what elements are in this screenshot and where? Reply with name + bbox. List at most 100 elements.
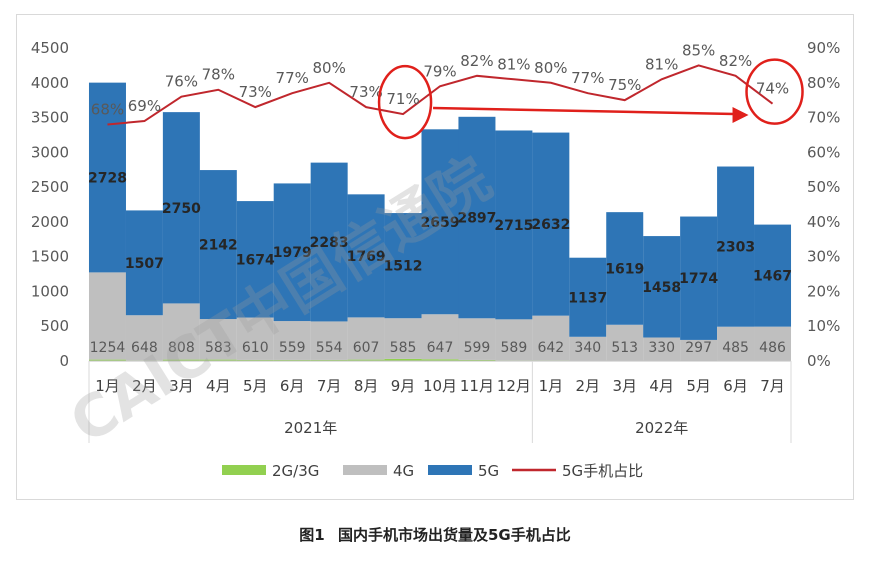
- label-4g-2: 808: [168, 340, 195, 356]
- highlight-arrow-shaft: [433, 106, 735, 116]
- bar-4g-4: [236, 317, 274, 360]
- label-4g-3: 583: [205, 340, 232, 356]
- bar-2g3g-8: [384, 358, 422, 361]
- bar-2g3g-9: [421, 359, 459, 361]
- legend-swatch-0: [222, 465, 266, 475]
- bar-5g-12: [532, 132, 570, 316]
- label-4g-14: 513: [611, 340, 638, 356]
- bar-5g-17: [717, 166, 755, 327]
- y-right-tick-6: 60%: [807, 143, 840, 161]
- y-left-tick-4: 2000: [31, 213, 69, 231]
- bar-4g-12: [532, 315, 570, 361]
- label-5g-15: 1458: [642, 280, 681, 296]
- x-tick-15: 4月: [649, 377, 674, 395]
- bar-2g3g-6: [310, 359, 348, 361]
- bar-5g-5: [273, 183, 311, 322]
- bar-4g-14: [606, 324, 644, 361]
- bar-4g-11: [495, 319, 533, 361]
- y-left-tick-8: 4000: [31, 74, 69, 92]
- bar-2g3g-3: [199, 359, 237, 361]
- label-5g-17: 2303: [716, 240, 755, 256]
- year-label-1: 2022年: [635, 419, 688, 437]
- x-tick-16: 5月: [686, 377, 711, 395]
- label-5g-11: 2715: [494, 218, 533, 234]
- x-tick-5: 6月: [280, 377, 305, 395]
- label-4g-17: 485: [722, 340, 749, 356]
- bar-5g-2: [162, 112, 200, 304]
- label-5g-8: 1512: [384, 259, 423, 275]
- y-left-tick-5: 2500: [31, 178, 69, 196]
- bar-2g3g-2: [162, 359, 200, 361]
- year-label-0: 2021年: [284, 419, 337, 437]
- x-tick-0: 1月: [95, 377, 120, 395]
- shipment-chart: 0 500 1000 1500 2000 2500 3000 3500 4000 4500 0% 10…: [31, 39, 841, 480]
- bar-5g-18: [754, 224, 792, 327]
- label-4g-18: 486: [759, 340, 786, 356]
- y-left-tick-3: 1500: [31, 248, 69, 266]
- legend-label-3: 5G手机占比: [562, 462, 643, 480]
- share-label-3: 78%: [202, 66, 235, 84]
- x-tick-8: 9月: [391, 377, 416, 395]
- highlight-circle-2: [745, 58, 804, 125]
- bar-4g-15: [643, 337, 681, 361]
- share-label-11: 81%: [497, 55, 530, 73]
- label-5g-1: 1507: [125, 256, 164, 272]
- share-label-1: 69%: [128, 97, 161, 115]
- share-label-16: 85%: [682, 41, 715, 59]
- y-right-tick-3: 30%: [807, 248, 840, 266]
- x-tick-4: 5月: [243, 377, 268, 395]
- bar-4g-3: [199, 319, 237, 360]
- bar-5g-11: [495, 130, 533, 320]
- share-line: [107, 64, 774, 126]
- label-4g-16: 297: [685, 340, 712, 356]
- bar-5g-16: [680, 216, 718, 340]
- x-tick-14: 3月: [612, 377, 637, 395]
- bar-4g-5: [273, 321, 311, 360]
- legend-label-1: 4G: [393, 462, 414, 480]
- bar-5g-0: [88, 82, 126, 273]
- y-right-tick-8: 80%: [807, 74, 840, 92]
- highlight-arrow-head: [732, 107, 749, 123]
- share-label-13: 77%: [571, 69, 604, 87]
- share-label-10: 82%: [460, 52, 493, 70]
- share-label-17: 82%: [719, 52, 752, 70]
- label-4g-4: 610: [242, 340, 269, 356]
- label-4g-13: 340: [574, 340, 601, 356]
- y-right-tick-1: 10%: [807, 317, 840, 335]
- label-5g-13: 1137: [568, 290, 607, 306]
- share-label-9: 79%: [423, 62, 456, 80]
- share-label-2: 76%: [165, 73, 198, 91]
- bar-5g-9: [421, 129, 459, 315]
- bar-5g-1: [125, 210, 163, 316]
- bar-2g3g-0: [88, 359, 126, 361]
- label-4g-11: 589: [501, 340, 528, 356]
- label-4g-12: 642: [537, 340, 564, 356]
- bar-5g-6: [310, 162, 348, 322]
- x-tick-10: 11月: [460, 377, 494, 395]
- label-5g-2: 2750: [162, 201, 201, 217]
- x-tick-12: 1月: [539, 377, 564, 395]
- bar-2g3g-5: [273, 359, 311, 361]
- bar-5g-14: [606, 212, 644, 325]
- x-tick-18: 7月: [760, 377, 785, 395]
- bar-4g-17: [717, 326, 755, 361]
- bar-2g3g-7: [347, 359, 385, 361]
- share-label-5: 77%: [276, 69, 309, 87]
- bar-4g-9: [421, 314, 459, 360]
- bar-5g-7: [347, 194, 385, 318]
- legend-label-2: 5G: [478, 462, 499, 480]
- label-5g-14: 1619: [605, 261, 644, 277]
- x-tick-3: 4月: [206, 377, 231, 395]
- bar-4g-8: [384, 318, 422, 359]
- share-label-8: 71%: [386, 90, 419, 108]
- y-right-tick-9: 90%: [807, 39, 840, 57]
- share-label-0: 68%: [91, 101, 124, 119]
- label-5g-7: 1769: [347, 249, 386, 265]
- x-tick-2: 3月: [169, 377, 194, 395]
- share-label-12: 80%: [534, 59, 567, 77]
- y-left-tick-2: 1000: [31, 282, 69, 300]
- label-4g-0: 1254: [90, 340, 126, 356]
- label-5g-16: 1774: [679, 271, 718, 287]
- y-left-tick-7: 3500: [31, 109, 69, 127]
- y-right-tick-5: 50%: [807, 178, 840, 196]
